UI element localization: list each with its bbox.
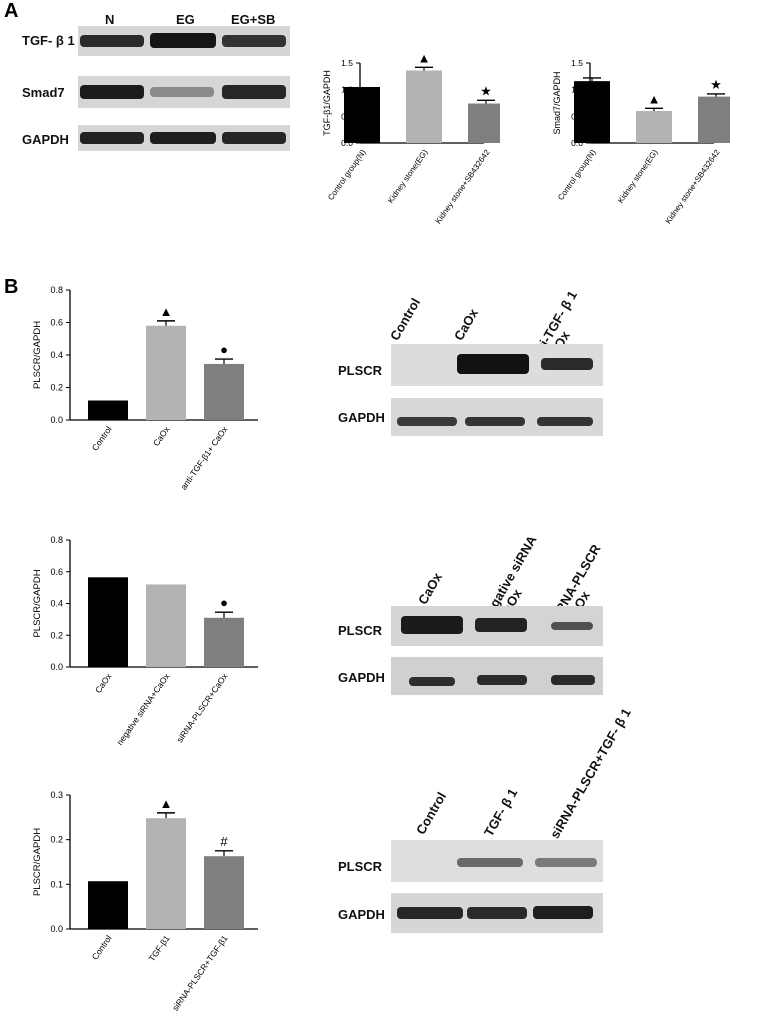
category-label: Kidney stone+SB432642	[664, 148, 722, 226]
y-axis-label: PLSCR/GAPDH	[32, 321, 43, 389]
significance-marker: ●	[220, 595, 228, 610]
y-axis-label: TGF-β1/GAPDH	[322, 70, 332, 136]
blot-a-strip-gapdh	[78, 125, 290, 151]
blot-b2-lane-caox: CaOx	[415, 570, 445, 607]
bar-0	[574, 81, 610, 143]
bar-2	[698, 96, 730, 143]
y-axis-label: PLSCR/GAPDH	[32, 828, 43, 896]
blot-b3-row-plscr: PLSCR	[338, 859, 383, 874]
y-tick-label: 0.3	[50, 790, 63, 800]
panel-label-b: B	[4, 276, 19, 298]
category-label: siRNA-PLSCR+TGF-β1	[170, 933, 230, 1012]
category-label: CaOx	[93, 671, 114, 695]
bar-1	[636, 111, 672, 143]
blot-a-lane-eg: EG	[176, 12, 195, 27]
y-tick-label: 0.1	[50, 879, 63, 889]
y-tick-label: 0.8	[50, 285, 63, 295]
y-axis-label: PLSCR/GAPDH	[32, 569, 43, 637]
bar-0	[88, 881, 128, 929]
category-label: TGF-β1	[147, 933, 172, 963]
blot-a-row-smad7: Smad7	[22, 85, 65, 100]
blot-a-strip-smad7	[78, 76, 290, 108]
y-tick-label: 0.2	[50, 630, 63, 640]
bar-2	[204, 617, 244, 667]
y-tick-label: 0.0	[50, 924, 63, 934]
y-tick-label: 0.6	[50, 567, 63, 577]
category-label: anti-TGF-β1+ CaOx	[178, 424, 230, 492]
significance-marker: ▲	[418, 50, 431, 65]
bar-1	[406, 70, 442, 143]
bar-2	[204, 363, 244, 420]
blot-b2-strip-gapdh	[391, 657, 603, 695]
category-label: Control	[90, 933, 114, 961]
blot-b1-strip-gapdh	[391, 398, 603, 436]
blot-b3-strip-plscr	[391, 840, 603, 882]
significance-marker: ★	[480, 83, 492, 98]
bar-chart-plscr-sirna: 0.0 0.2 0.4 0.6 0.8 PLSCR/GAPDH CaOx negative s…	[32, 535, 258, 747]
blot-a-row-tgf: TGF- β 1	[22, 33, 75, 48]
y-tick-label: 0.8	[50, 535, 63, 545]
significance-marker: ★	[710, 77, 722, 92]
blot-b3-strip-gapdh	[391, 893, 603, 933]
significance-marker: ▲	[160, 304, 173, 319]
y-tick-label: 1.5	[341, 58, 353, 68]
bar-2	[468, 103, 500, 143]
blot-b1-strip-plscr	[391, 344, 603, 386]
bar-1	[146, 584, 186, 667]
blot-b3-lane-tgf: TGF- β 1	[481, 785, 521, 839]
y-tick-label: 0.2	[50, 835, 63, 845]
blot-a-lane-egsb: EG+SB	[231, 12, 276, 27]
bar-chart-plscr-anti-tgf: 0.0 0.2 0.4 0.6 0.8 PLSCR/GAPDH Control ▲ CaOx ● a…	[32, 285, 258, 492]
y-tick-label: 0.4	[50, 350, 63, 360]
blot-b2-row-plscr: PLSCR	[338, 623, 383, 638]
y-tick-label: 0.4	[50, 599, 63, 609]
blot-a-row-gapdh: GAPDH	[22, 132, 69, 147]
significance-marker: ●	[220, 342, 228, 357]
bar-0	[88, 577, 128, 667]
blot-b2-row-gapdh: GAPDH	[338, 670, 385, 685]
blot-b1-lane-caox: CaOx	[451, 306, 481, 343]
y-axis-label: Smad7/GAPDH	[552, 71, 562, 134]
bar-1	[146, 325, 186, 420]
category-label: Control group(N)	[326, 148, 368, 202]
blot-a-lane-n: N	[105, 12, 115, 27]
y-tick-label: 0.6	[50, 318, 63, 328]
blot-b3-lane-control: Control	[413, 789, 450, 837]
bar-chart-plscr-tgf: 0.0 0.1 0.2 0.3 PLSCR/GAPDH Control ▲ TGF-β1 # si…	[32, 790, 258, 1013]
category-label: Kidney stone+SB432642	[434, 148, 492, 226]
blot-a-strip-tgf	[78, 26, 290, 56]
blot-b1-row-gapdh: GAPDH	[338, 410, 385, 425]
blot-b3-lane-sirna: siRNA-PLSCR+TGF- β 1	[547, 705, 634, 841]
category-label: Control	[90, 424, 114, 452]
category-label: negative siRNA+CaOx	[115, 671, 173, 747]
significance-marker: ▲	[160, 796, 173, 811]
category-label: Kidney stone(EG)	[386, 148, 430, 205]
panel-label-a: A	[4, 0, 19, 22]
blot-b1-lane-control: Control	[387, 295, 424, 343]
category-label: CaOx	[151, 424, 172, 448]
category-label: Kidney stone(EG)	[616, 148, 660, 205]
category-label: siRNA-PLSCR+CaOx	[174, 671, 230, 744]
significance-marker: #	[220, 834, 228, 849]
bar-2	[204, 856, 244, 929]
bar-1	[146, 818, 186, 929]
blot-b1-row-plscr: PLSCR	[338, 363, 383, 378]
blot-b2-strip-plscr	[391, 606, 603, 646]
y-tick-label: 0.2	[50, 383, 63, 393]
y-tick-label: 0.0	[50, 662, 63, 672]
y-tick-label: 0.0	[50, 415, 63, 425]
category-label: Control group(N)	[556, 148, 598, 202]
significance-marker: ▲	[648, 91, 661, 106]
blot-b3-row-gapdh: GAPDH	[338, 907, 385, 922]
bar-0	[88, 400, 128, 420]
y-tick-label: 1.5	[571, 58, 583, 68]
bar-0	[344, 87, 380, 143]
